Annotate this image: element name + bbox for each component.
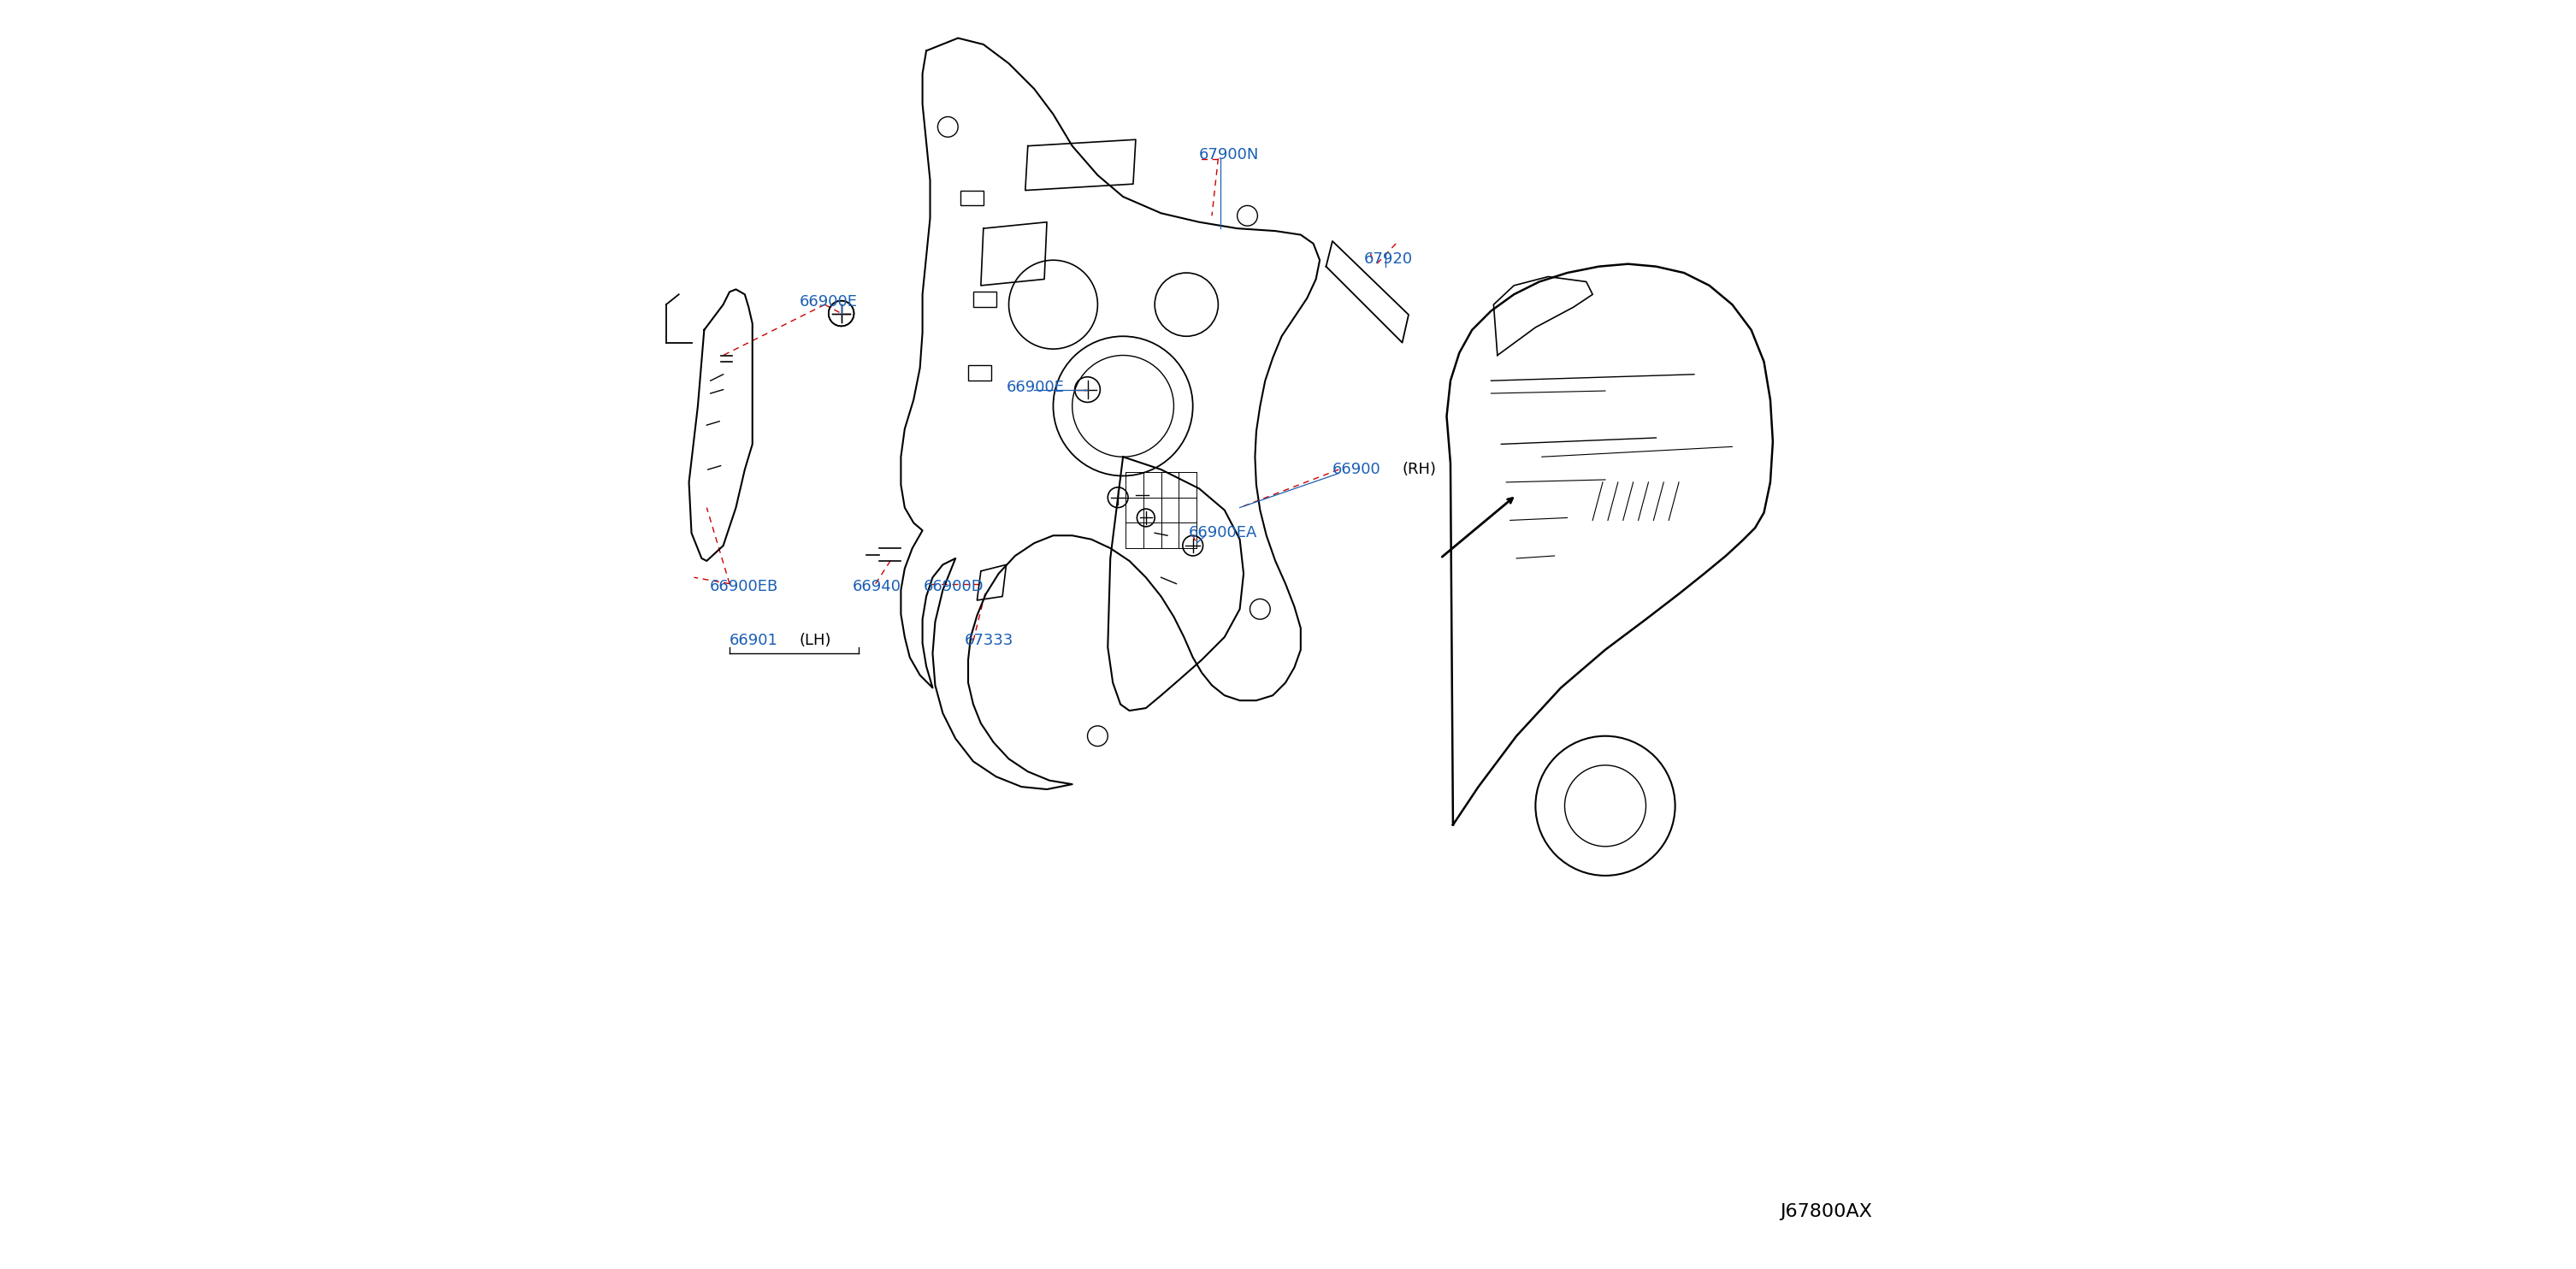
Text: 66901: 66901 <box>729 633 778 648</box>
Text: 66900E: 66900E <box>799 294 858 310</box>
Text: 66900EA: 66900EA <box>1190 525 1257 541</box>
Text: 66900: 66900 <box>1332 462 1381 477</box>
Text: J67800AX: J67800AX <box>1780 1203 1873 1221</box>
Text: 66900D: 66900D <box>925 579 984 594</box>
Text: (LH): (LH) <box>799 633 832 648</box>
Text: 66900EB: 66900EB <box>708 579 778 594</box>
Text: 66940: 66940 <box>853 579 902 594</box>
Text: 67900N: 67900N <box>1200 147 1260 162</box>
Text: 66900E: 66900E <box>1007 379 1064 395</box>
Text: 67920: 67920 <box>1365 251 1414 266</box>
Text: 67333: 67333 <box>963 633 1012 648</box>
Text: (RH): (RH) <box>1401 462 1437 477</box>
